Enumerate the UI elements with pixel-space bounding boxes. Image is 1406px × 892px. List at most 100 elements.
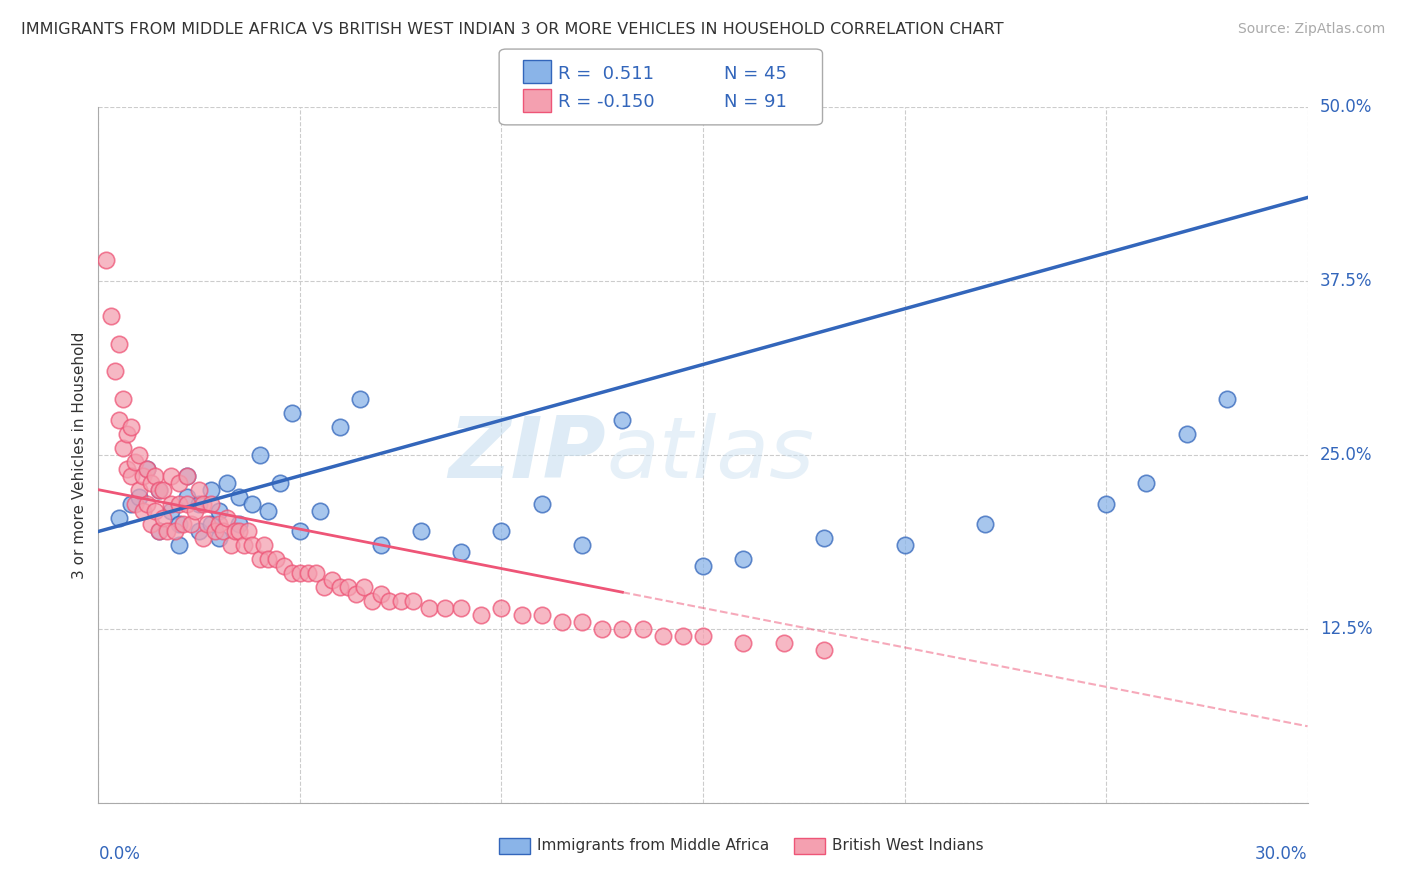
Point: [288, 566, 311, 581]
Point: [1175, 427, 1198, 442]
Point: [184, 503, 207, 517]
Text: 37.5%: 37.5%: [1320, 272, 1372, 290]
Text: atlas: atlas: [606, 413, 814, 497]
Point: [974, 517, 997, 532]
Point: [107, 413, 129, 427]
Point: [128, 483, 150, 497]
Point: [200, 517, 222, 532]
Point: [148, 483, 170, 497]
Point: [409, 524, 432, 539]
Point: [167, 497, 190, 511]
Point: [692, 559, 714, 574]
Point: [733, 636, 755, 650]
Point: [195, 517, 218, 532]
Point: [253, 538, 276, 552]
Text: R = -0.150: R = -0.150: [558, 93, 655, 111]
Point: [111, 392, 134, 407]
Point: [217, 510, 239, 524]
Text: N = 91: N = 91: [724, 93, 787, 111]
Text: 0.0%: 0.0%: [98, 845, 141, 863]
Point: [651, 629, 673, 643]
Point: [813, 532, 835, 546]
Point: [124, 497, 146, 511]
Point: [344, 587, 367, 601]
Text: R =  0.511: R = 0.511: [558, 64, 654, 83]
Point: [135, 497, 157, 511]
Point: [321, 573, 343, 587]
Point: [249, 552, 271, 566]
Point: [228, 524, 250, 539]
Point: [269, 475, 291, 490]
Point: [612, 413, 634, 427]
Point: [176, 468, 198, 483]
Point: [160, 497, 183, 511]
Point: [733, 552, 755, 566]
Point: [217, 475, 239, 490]
Point: [148, 524, 170, 539]
Point: [208, 503, 231, 517]
Point: [389, 594, 412, 608]
Point: [240, 538, 263, 552]
Point: [208, 517, 231, 532]
Point: [434, 601, 457, 615]
Point: [111, 441, 134, 455]
Point: [377, 594, 399, 608]
Point: [264, 552, 287, 566]
Point: [402, 594, 425, 608]
Point: [115, 462, 138, 476]
Y-axis label: 3 or more Vehicles in Household: 3 or more Vehicles in Household: [72, 331, 87, 579]
Point: [180, 517, 202, 532]
Point: [204, 524, 226, 539]
Point: [591, 622, 613, 636]
Point: [167, 538, 190, 552]
Point: [551, 615, 574, 629]
Point: [228, 517, 250, 532]
Point: [329, 580, 352, 594]
Point: [152, 483, 174, 497]
Point: [221, 538, 243, 552]
Point: [212, 524, 235, 539]
Point: [193, 532, 215, 546]
Point: [571, 615, 593, 629]
Text: 30.0%: 30.0%: [1256, 845, 1308, 863]
Point: [200, 483, 222, 497]
Point: [305, 566, 328, 581]
Point: [510, 607, 533, 622]
Point: [273, 559, 295, 574]
Point: [370, 587, 392, 601]
Point: [135, 462, 157, 476]
Point: [188, 497, 211, 511]
Point: [418, 601, 440, 615]
Point: [337, 580, 360, 594]
Point: [135, 462, 157, 476]
Point: [314, 580, 336, 594]
Point: [124, 455, 146, 469]
Point: [309, 503, 332, 517]
Point: [631, 622, 654, 636]
Point: [256, 552, 278, 566]
Text: 50.0%: 50.0%: [1320, 98, 1372, 116]
Point: [491, 524, 513, 539]
Text: ZIP: ZIP: [449, 413, 606, 497]
Point: [120, 468, 142, 483]
Point: [281, 566, 304, 581]
Point: [167, 475, 190, 490]
Point: [893, 538, 915, 552]
Point: [156, 524, 179, 539]
Point: [193, 497, 215, 511]
Point: [188, 524, 211, 539]
Point: [148, 483, 170, 497]
Point: [288, 524, 311, 539]
Point: [132, 503, 155, 517]
Point: [232, 538, 254, 552]
Point: [120, 420, 142, 434]
Point: [672, 629, 695, 643]
Point: [571, 538, 593, 552]
Point: [107, 510, 129, 524]
Point: [281, 406, 304, 420]
Point: [361, 594, 384, 608]
Point: [1095, 497, 1118, 511]
Point: [370, 538, 392, 552]
Point: [450, 545, 472, 559]
Point: [1135, 475, 1157, 490]
